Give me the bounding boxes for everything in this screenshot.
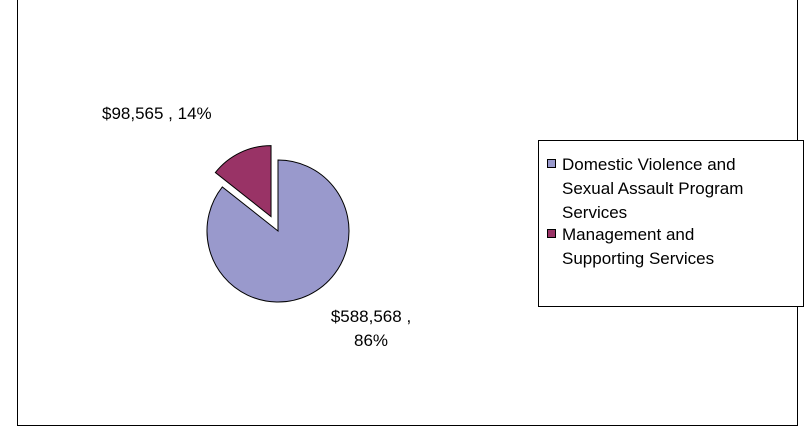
legend-label-line: Supporting Services — [562, 249, 715, 268]
data-label-program-services: $588,568 , 86% — [326, 305, 416, 353]
data-label-program-services-amount: $588,568 , — [330, 307, 412, 326]
pie-chart — [206, 145, 350, 303]
data-label-program-services-percent: 86% — [353, 331, 389, 350]
legend-label-management: Management and Supporting Services — [562, 223, 802, 271]
legend-label-line: Management and — [562, 225, 695, 244]
legend-label-line: Sexual Assault Program — [562, 179, 744, 198]
legend: Domestic Violence and Sexual Assault Pro… — [538, 140, 804, 307]
chart-frame: $588,568 , 86% $98,565 , 14% Domestic Vi… — [17, 0, 804, 426]
legend-label-program-services: Domestic Violence and Sexual Assault Pro… — [562, 153, 802, 225]
pie-slice-management — [214, 145, 272, 218]
legend-swatch-program-services — [547, 159, 556, 168]
legend-label-line: Services — [562, 203, 628, 222]
legend-swatch-management — [547, 229, 556, 238]
pie-slice-program-services — [206, 159, 350, 303]
data-label-management: $98,565 , 14% — [102, 104, 212, 123]
legend-label-line: Domestic Violence and — [562, 155, 736, 174]
